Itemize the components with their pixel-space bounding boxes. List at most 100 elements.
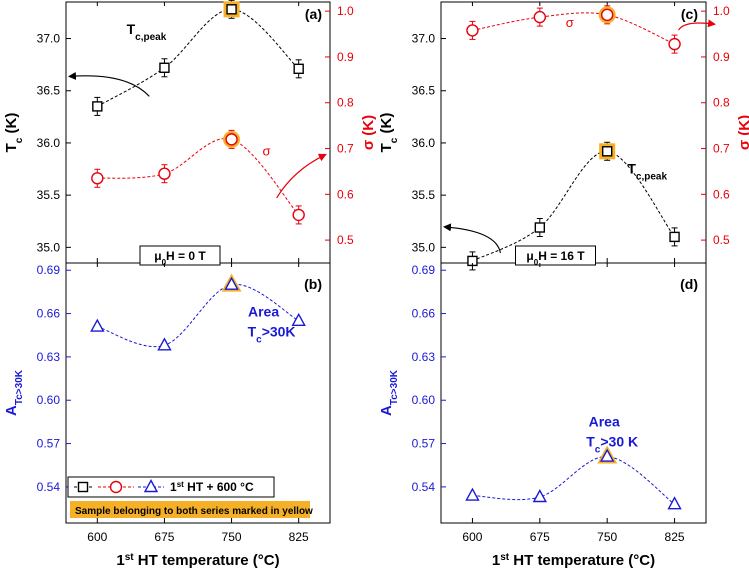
- x-tick-label: 600: [462, 530, 482, 544]
- label-part: T: [127, 21, 136, 37]
- circle-marker: [91, 172, 104, 185]
- label-part: 1: [116, 552, 124, 569]
- y-tick-label: 0.69: [412, 263, 436, 277]
- label-part: >30K: [262, 324, 296, 340]
- label-part: (K): [378, 113, 395, 138]
- panel-d: 600 675 750 825 1st HT temperature (°C) 0.54 0…: [378, 263, 698, 569]
- panel-label: (a): [305, 6, 322, 22]
- x-tick-label: 750: [597, 530, 617, 544]
- field-label: μ0H = 0 T: [154, 249, 206, 267]
- y-tick-label: 0.57: [37, 437, 61, 451]
- panel-a: 35.0 35.5 36.0 36.5 37.0 0.5 0.6 0.7 0.8 0.9 1.0 Tc…: [3, 0, 377, 267]
- legend-label: 1st HT + 600 °C: [170, 480, 254, 495]
- x-tick-label: 675: [530, 530, 550, 544]
- y-tick-label: 0.60: [37, 393, 61, 407]
- label-part: st: [500, 552, 510, 563]
- y-tick-label: 35.5: [412, 188, 436, 202]
- legend-square-marker: [77, 481, 89, 493]
- x-axis-title: 1st HT temperature (°C): [492, 552, 655, 570]
- y-tick-label: 36.5: [412, 84, 436, 98]
- triangle-marker: [600, 448, 615, 462]
- y-axis-title: ATc>30K: [378, 369, 400, 416]
- plot-frame: [440, 1, 707, 264]
- tc-peak-label: Tc,peak: [627, 160, 667, 182]
- panel-label: (d): [680, 276, 698, 292]
- area-label-line1: Area: [589, 414, 620, 430]
- plot-frame: [440, 262, 707, 524]
- sigma-axis-arrow: [678, 19, 716, 31]
- field-label-box: [515, 245, 596, 266]
- panel-label: (c): [681, 6, 698, 22]
- y2-tick-label: 0.7: [337, 142, 354, 156]
- y-tick-label: 37.0: [412, 32, 436, 46]
- label-part: Tc>30K: [14, 369, 25, 405]
- y-tick-label: 37.0: [37, 32, 61, 46]
- y-tick-label: 0.63: [37, 350, 61, 364]
- label-part: c: [389, 137, 400, 143]
- square-marker: [293, 63, 304, 75]
- x-tick-label: 825: [665, 530, 685, 544]
- sigma-label: σ: [566, 15, 574, 30]
- label-part: T: [627, 160, 636, 176]
- label-part: >30 K: [600, 434, 638, 450]
- series-line: [472, 12, 675, 45]
- y-tick-label: 0.60: [412, 393, 436, 407]
- circle-marker: [292, 208, 305, 222]
- series-line: [97, 8, 300, 107]
- label-part: c: [256, 334, 262, 345]
- circle-marker: [466, 24, 479, 37]
- y2-tick-label: 0.9: [713, 50, 730, 64]
- label-part: μ: [526, 249, 533, 263]
- square-marker: [669, 231, 680, 243]
- triangle-marker: [291, 312, 306, 326]
- circle-marker: [668, 37, 681, 51]
- y-tick-label: 0.63: [412, 350, 436, 364]
- sigma-label: σ: [263, 143, 271, 158]
- series-line: [472, 456, 675, 505]
- y2-tick-label: 0.5: [713, 233, 730, 247]
- legend-note: Sample belonging to both series marked i…: [75, 506, 313, 517]
- y-tick-label: 0.54: [37, 480, 61, 494]
- y-tick-label: 0.54: [412, 480, 436, 494]
- panel-label: (b): [304, 276, 322, 292]
- triangle-marker: [90, 318, 105, 332]
- triangle-marker: [465, 487, 480, 501]
- label-part: c: [595, 444, 601, 455]
- area-label-line1: Area: [248, 304, 279, 320]
- legend-circle-marker: [109, 480, 123, 494]
- area-label-line2: Tc>30K: [248, 324, 296, 346]
- tc-axis-arrow: [68, 71, 150, 97]
- sigma-axis-arrow: [276, 153, 327, 199]
- panel-c: 35.0 35.5 36.0 36.5 37.0 0.5 0.6 0.7 0.8 0.9 1.0 Tc…: [378, 2, 749, 271]
- label-part: c: [14, 137, 25, 143]
- y2-tick-label: 0.6: [337, 187, 354, 201]
- y-axis-title: Tc (K): [3, 113, 25, 153]
- area-label-line2: Tc>30 K: [586, 434, 638, 456]
- label-part: st: [125, 552, 135, 563]
- legend-note-background: [70, 501, 310, 518]
- square-marker: [226, 4, 237, 15]
- y-tick-label: 0.57: [412, 437, 436, 451]
- triangle-marker: [224, 276, 239, 290]
- label-part: 0: [534, 258, 539, 267]
- field-label-box: [139, 245, 221, 266]
- label-part: c,peak: [135, 32, 167, 43]
- series-line: [97, 284, 299, 348]
- label-part: 1: [492, 552, 500, 569]
- field-label: μ0H = 16 T: [526, 249, 585, 267]
- label-part: H = 0 T: [166, 249, 206, 263]
- label-part: 1: [170, 480, 177, 494]
- label-part: A: [3, 405, 20, 416]
- y2-tick-label: 0.6: [713, 187, 730, 201]
- y-tick-label: 0.66: [412, 307, 436, 321]
- x-tick-label: 600: [87, 530, 107, 544]
- label-part: T: [3, 143, 20, 152]
- label-part: 0: [162, 258, 167, 267]
- y-tick-label: 36.0: [37, 136, 61, 150]
- legend-triangle-marker: [143, 479, 159, 493]
- circle-marker: [225, 133, 238, 146]
- label-part: (K): [3, 113, 20, 138]
- y2-tick-label: 1.0: [713, 4, 730, 18]
- y-axis-title: Tc (K): [378, 113, 400, 153]
